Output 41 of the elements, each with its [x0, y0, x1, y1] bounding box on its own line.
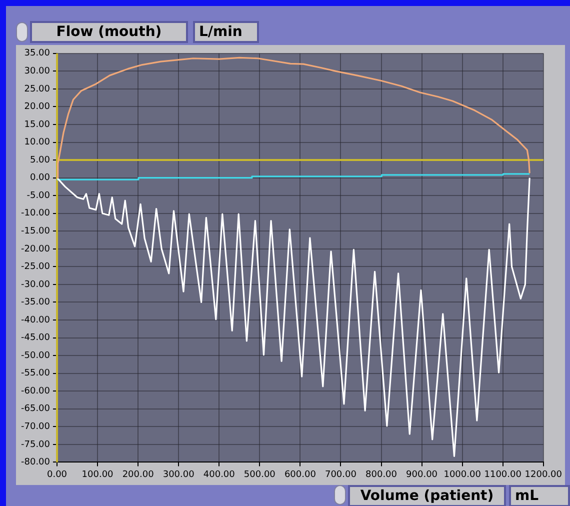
- x-tick-label: 1000.00: [444, 470, 482, 480]
- x-tick-label: 100.00: [82, 470, 114, 480]
- x-axis-title: Volume (patient): [348, 485, 506, 506]
- text: mL: [509, 485, 570, 506]
- x-tick-label: 700.00: [324, 470, 357, 480]
- y-tick-label: 15.00: [24, 120, 50, 130]
- y-tick-label: -50.00: [20, 350, 50, 361]
- y-tick-label: 5.00: [30, 155, 50, 166]
- y-tick-label: -30.00: [20, 280, 50, 290]
- y-tick-label: -55.00: [20, 368, 50, 379]
- y-tick-label: -15.00: [20, 226, 50, 236]
- x-tick-label: 800.00: [366, 470, 398, 480]
- y-tick-label: -75.00: [20, 440, 50, 450]
- y-tick-label: 35.00: [24, 48, 50, 59]
- x-tick-label: 300.00: [162, 470, 195, 480]
- x-tick-label: 600.00: [284, 470, 316, 480]
- x-tick-label: 400.00: [203, 470, 236, 480]
- x-tick-label: 900.00: [406, 470, 438, 480]
- y-tick-label: -40.00: [20, 315, 50, 326]
- y-tick-label: 25.00: [24, 84, 50, 94]
- x-tick-label: 500.00: [244, 470, 276, 480]
- text: L/min: [193, 21, 259, 43]
- x-tick-label: 200.00: [122, 470, 154, 480]
- y-tick-label: 30.00: [24, 66, 50, 77]
- y-tick-label: -5.00: [26, 190, 50, 201]
- y-tick-label: -45.00: [20, 333, 50, 344]
- x-tick-label: 1200.00: [524, 470, 562, 480]
- y-tick-label: -35.00: [20, 298, 50, 308]
- x-tick-label: 0.00: [46, 470, 68, 480]
- y-tick-label: -10.00: [20, 208, 50, 219]
- y-tick-label: -80.00: [20, 458, 50, 468]
- y-tick-label: -25.00: [20, 262, 50, 272]
- y-tick-label: 10.00: [24, 138, 50, 148]
- y-tick-label: -70.00: [20, 422, 50, 432]
- x-tick-label: 1100.00: [484, 470, 522, 480]
- y-axis-title: Flow (mouth): [30, 21, 188, 43]
- y-tick-label: 0.00: [30, 173, 50, 184]
- y-tick-label: 20.00: [24, 102, 50, 112]
- y-tick-label: -60.00: [20, 386, 50, 396]
- y-tick-label: -20.00: [20, 244, 50, 254]
- y-tick-label: -65.00: [20, 404, 50, 414]
